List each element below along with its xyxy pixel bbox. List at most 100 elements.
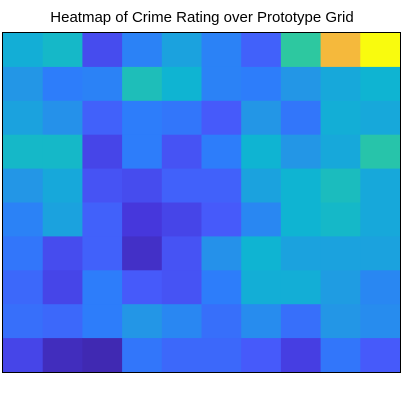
heatmap-cell-r3-c9 [360, 134, 401, 170]
heatmap-cell-r4-c2 [82, 168, 123, 203]
heatmap-cell-r1-c6 [241, 66, 282, 102]
heatmap-cell-r8-c3 [122, 304, 163, 339]
heatmap-cell-r6-c2 [82, 236, 123, 271]
heatmap-cell-r5-c8 [320, 202, 361, 237]
heatmap-cell-r7-c6 [241, 270, 282, 305]
heatmap-cell-r5-c3 [122, 202, 163, 237]
heatmap-cell-r2-c9 [360, 100, 401, 136]
heatmap-cell-r5-c5 [201, 202, 242, 237]
heatmap-cell-r7-c5 [201, 270, 242, 305]
heatmap-cell-r0-c4 [161, 33, 202, 68]
heatmap-cell-r2-c6 [241, 100, 282, 136]
chart-title: Heatmap of Crime Rating over Prototype G… [50, 9, 354, 26]
heatmap-cell-r9-c4 [161, 338, 202, 373]
heatmap-cell-r8-c9 [360, 304, 401, 339]
heatmap-cell-r7-c9 [360, 270, 401, 305]
heatmap-cell-r8-c8 [320, 304, 361, 339]
heatmap-cell-r2-c2 [82, 100, 123, 136]
heatmap-cell-r4-c3 [122, 168, 163, 203]
heatmap-cell-r2-c3 [122, 100, 163, 136]
heatmap-cell-r1-c7 [280, 66, 322, 102]
heatmap-cell-r1-c0 [3, 66, 44, 102]
heatmap-cell-r0-c7 [280, 33, 322, 68]
heatmap-cell-r7-c1 [42, 270, 83, 305]
heatmap-cell-r3-c6 [241, 134, 282, 170]
heatmap-cell-r8-c4 [161, 304, 202, 339]
heatmap-cell-r6-c5 [201, 236, 242, 271]
heatmap-cell-r1-c4 [161, 66, 202, 102]
heatmap-cell-r9-c8 [320, 338, 361, 373]
heatmap-cell-r3-c2 [82, 134, 123, 170]
heatmap-cell-r4-c0 [3, 168, 44, 203]
heatmap-cell-r5-c2 [82, 202, 123, 237]
heatmap-cell-r3-c7 [280, 134, 322, 170]
heatmap-cell-r4-c1 [42, 168, 83, 203]
heatmap-cell-r0-c1 [42, 33, 83, 68]
heatmap-cell-r5-c1 [42, 202, 83, 237]
heatmap-cell-r0-c5 [201, 33, 242, 68]
heatmap-cell-r7-c4 [161, 270, 202, 305]
heatmap-cell-r2-c0 [3, 100, 44, 136]
heatmap-cell-r6-c8 [320, 236, 361, 271]
heatmap-cell-r6-c7 [280, 236, 322, 271]
heatmap-cell-r4-c6 [241, 168, 282, 203]
heatmap-cell-r4-c8 [320, 168, 361, 203]
heatmap-cell-r6-c4 [161, 236, 202, 271]
heatmap-cell-r5-c7 [280, 202, 322, 237]
heatmap-cell-r3-c5 [201, 134, 242, 170]
heatmap-cell-r0-c9 [360, 33, 401, 68]
heatmap-cell-r6-c9 [360, 236, 401, 271]
heatmap-cell-r7-c0 [3, 270, 44, 305]
heatmap-cells [3, 33, 401, 373]
heatmap-cell-r9-c7 [280, 338, 322, 373]
heatmap-cell-r3-c3 [122, 134, 163, 170]
heatmap-cell-r4-c4 [161, 168, 202, 203]
heatmap-cell-r1-c9 [360, 66, 401, 102]
heatmap-cell-r2-c5 [201, 100, 242, 136]
heatmap-cell-r0-c3 [122, 33, 163, 68]
heatmap-cell-r9-c0 [3, 338, 44, 373]
heatmap-cell-r3-c8 [320, 134, 361, 170]
heatmap-cell-r0-c0 [3, 33, 44, 68]
heatmap-cell-r2-c1 [42, 100, 83, 136]
heatmap-cell-r5-c9 [360, 202, 401, 237]
heatmap-cell-r1-c3 [122, 66, 163, 102]
heatmap-cell-r1-c5 [201, 66, 242, 102]
heatmap-cell-r6-c6 [241, 236, 282, 271]
heatmap-cell-r5-c6 [241, 202, 282, 237]
heatmap-cell-r7-c2 [82, 270, 123, 305]
heatmap-cell-r4-c7 [280, 168, 322, 203]
heatmap-cell-r0-c6 [241, 33, 282, 68]
heatmap-cell-r4-c5 [201, 168, 242, 203]
heatmap-cell-r7-c8 [320, 270, 361, 305]
heatmap-cell-r5-c4 [161, 202, 202, 237]
heatmap-cell-r6-c1 [42, 236, 83, 271]
heatmap-cell-r8-c7 [280, 304, 322, 339]
heatmap-cell-r8-c6 [241, 304, 282, 339]
heatmap-cell-r1-c1 [42, 66, 83, 102]
heatmap-cell-r7-c7 [280, 270, 322, 305]
heatmap-cell-r9-c1 [42, 338, 83, 373]
heatmap-cell-r8-c0 [3, 304, 44, 339]
heatmap-cell-r8-c5 [201, 304, 242, 339]
heatmap-cell-r6-c0 [3, 236, 44, 271]
heatmap-cell-r1-c8 [320, 66, 361, 102]
heatmap-cell-r3-c4 [161, 134, 202, 170]
heatmap-cell-r0-c2 [82, 33, 123, 68]
heatmap-cell-r6-c3 [122, 236, 163, 271]
heatmap-cell-r9-c2 [82, 338, 123, 373]
heatmap-cell-r3-c0 [3, 134, 44, 170]
heatmap-cell-r8-c1 [42, 304, 83, 339]
heatmap-cell-r2-c8 [320, 100, 361, 136]
heatmap-cell-r9-c5 [201, 338, 242, 373]
heatmap-cell-r2-c4 [161, 100, 202, 136]
heatmap-cell-r9-c9 [360, 338, 401, 373]
heatmap-cell-r4-c9 [360, 168, 401, 203]
heatmap-cell-r2-c7 [280, 100, 322, 136]
plot-frame [2, 32, 401, 373]
heatmap-cell-r9-c6 [241, 338, 282, 373]
heatmap-cell-r9-c3 [122, 338, 163, 373]
heatmap-cell-r0-c8 [320, 33, 361, 68]
heatmap-cell-r1-c2 [82, 66, 123, 102]
